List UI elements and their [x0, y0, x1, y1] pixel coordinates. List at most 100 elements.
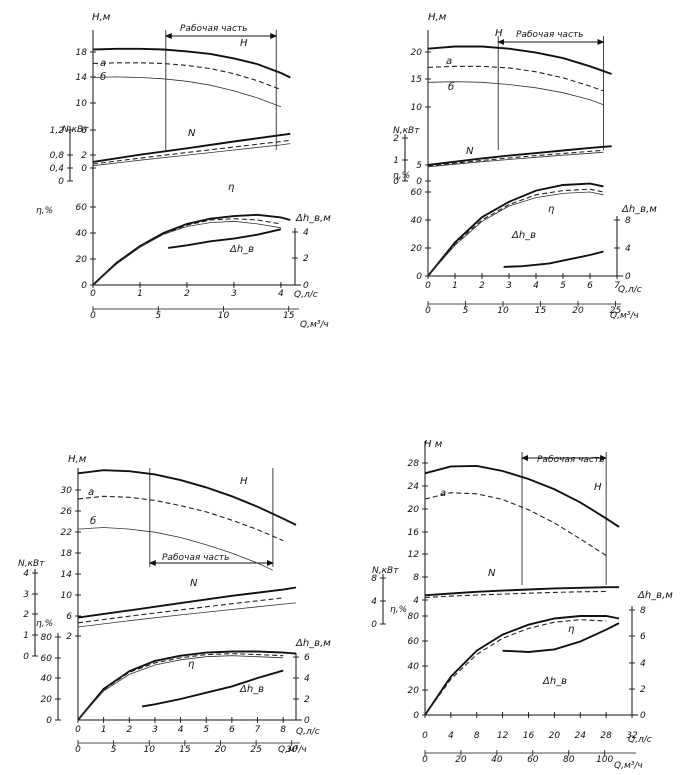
dh-axis-title-4: Δh_в,м [637, 590, 673, 601]
eta-tick-label: 0 [416, 272, 422, 282]
q-ls-tick-label: 8 [280, 725, 286, 735]
q-ls-tick-label: 1 [137, 289, 143, 299]
h-axis-title-4: Н м [424, 439, 443, 450]
series-b-curve [92, 76, 282, 108]
series-dh-curve [168, 228, 282, 249]
main-tick-label: 15 [411, 75, 423, 85]
work-zone-label-1: Рабочая часть [180, 24, 247, 34]
N-tick-label: 0 [393, 177, 399, 187]
N-tick-label: 0,8 [50, 151, 65, 161]
main-tick-label: 28 [408, 459, 420, 469]
dh-tick-label: 2 [303, 254, 309, 264]
q-ls-tick-label: 1 [101, 725, 107, 735]
series-n-b-curve [92, 143, 291, 167]
eta-tick-label: 40 [41, 674, 53, 684]
q-ls-axis-title-1: Q,л/с [294, 290, 318, 300]
n-curve-label-1: N [188, 128, 196, 139]
dh-tick-label: 8 [640, 606, 646, 616]
n-axis-title-2: N,кВт [393, 126, 420, 136]
q-m3h-tick-label: 10 [144, 745, 156, 755]
series-n-a-curve [427, 149, 604, 167]
q-m3h-tick-label: 5 [155, 311, 161, 321]
dh-curve-label-4: Δh_в [542, 676, 567, 687]
eta-tick-label: 20 [408, 686, 420, 696]
q-m3h-tick-label: 15 [283, 311, 295, 321]
q-m3h-axis-title-1: Q,м³/ч [300, 320, 329, 330]
N-tick-label: 0 [23, 652, 29, 662]
dh-tick-label: 0 [625, 272, 631, 282]
main-tick-label: 10 [76, 99, 88, 109]
series-dh-curve [141, 669, 284, 708]
main-tick-label: 20 [408, 505, 420, 515]
series-eta-b-curve [427, 191, 604, 277]
dh-tick-label: 0 [304, 716, 310, 726]
q-ls-axis-title-4: Q,л/с [628, 735, 652, 745]
series-n-curve [92, 132, 291, 163]
H_lower-tick-label: 0 [416, 177, 422, 187]
q-ls-tick-label: 4 [448, 731, 454, 741]
N-tick-label: 2 [393, 134, 399, 144]
n-curve-label-3: N [190, 578, 198, 589]
eta-tick-label: 40 [408, 662, 420, 672]
eta-tick-label: 60 [411, 188, 423, 198]
work-zone-label-2: Рабочая часть [516, 30, 583, 40]
n-curve-label-4: N [488, 568, 496, 579]
q-m3h-tick-label: 0 [90, 311, 96, 321]
series-eta-curve [77, 650, 297, 721]
dh-curve-label-3: Δh_в [239, 684, 264, 695]
main-tick-label: 22 [61, 528, 73, 538]
a-curve-label-3: а [88, 487, 94, 498]
b-curve-label-2: б [448, 81, 454, 93]
dh-tick-label: 0 [303, 281, 309, 291]
series-h-curve [424, 464, 620, 528]
dh-axis-title-2: Δh_в,м [621, 204, 657, 215]
q-ls-axis-title-2: Q,л/с [618, 285, 642, 295]
h-curve-label-2: Н [495, 28, 503, 39]
series-n-a-curve [92, 139, 291, 165]
series-eta-b-curve [77, 655, 284, 721]
a-curve-label-2: а [446, 56, 452, 67]
q-ls-tick-label: 28 [600, 731, 612, 741]
q-m3h-tick-label: 10 [218, 311, 230, 321]
q-ls-tick-label: 0 [425, 281, 431, 291]
dh-axis-title-3: Δh_в,м [295, 638, 331, 649]
h-curve-label-1: Н [240, 38, 248, 49]
q-ls-axis-title-3: Q,л/с [296, 727, 320, 737]
q-ls-tick-label: 7 [614, 281, 620, 291]
eta-tick-label: 20 [411, 244, 423, 254]
main-tick-label: 6 [66, 612, 72, 622]
series-n-a-curve [77, 597, 284, 624]
N-tick-label: 0 [58, 177, 64, 187]
h-axis-title-3: Н,м [68, 454, 87, 465]
q-ls-tick-label: 4 [178, 725, 184, 735]
series-h-curve [427, 45, 612, 75]
eta-curve-label-3: η [188, 659, 194, 670]
q-m3h-axis-title-3: Q,м³/ч [278, 745, 307, 755]
eta-tick-label: 0 [81, 281, 87, 291]
series-n-b-curve [77, 602, 297, 628]
q-ls-tick-label: 4 [278, 289, 284, 299]
eta-tick-label: 20 [41, 695, 53, 705]
n-axis-title-4: N,кВт [372, 566, 399, 576]
dh-tick-label: 4 [304, 674, 310, 684]
main-tick-label: 8 [413, 573, 419, 583]
q-ls-tick-label: 20 [549, 731, 561, 741]
series-dh-curve [502, 622, 620, 653]
q-ls-tick-label: 5 [560, 281, 566, 291]
series-n-b-curve [427, 151, 604, 168]
main-tick-label: 26 [61, 507, 73, 517]
eta-tick-label: 40 [76, 229, 88, 239]
series-eta-curve [92, 213, 291, 286]
eta-curve-label-2: η [548, 204, 554, 215]
series-b-curve [427, 81, 604, 106]
q-m3h-tick-label: 100 [596, 755, 613, 765]
h-axis-title-1: Н,м [92, 12, 111, 23]
series-eta-a-curve [424, 619, 607, 716]
N-tick-label: 4 [371, 597, 377, 607]
main-tick-label: 14 [61, 570, 73, 580]
eta-tick-label: 60 [408, 637, 420, 647]
eta-tick-label: 20 [76, 255, 88, 265]
dh-tick-label: 0 [640, 711, 646, 721]
q-m3h-tick-label: 25 [610, 306, 622, 316]
q-ls-tick-label: 1 [452, 281, 458, 291]
